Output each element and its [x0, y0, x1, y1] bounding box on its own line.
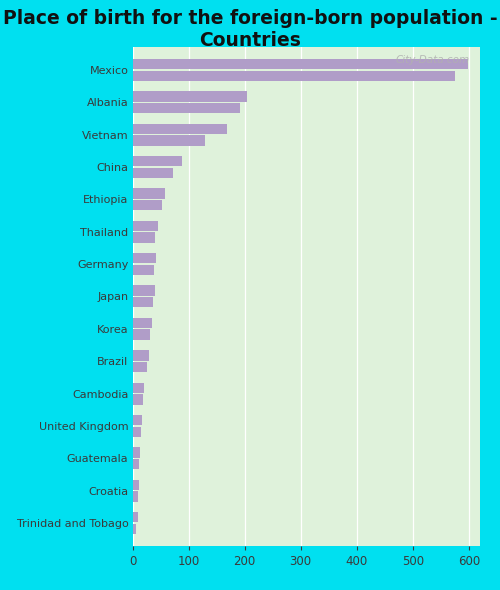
Bar [132, 329, 150, 340]
Bar [132, 123, 226, 134]
Bar [132, 524, 136, 534]
Text: City-Data.com: City-Data.com [396, 55, 469, 65]
Bar [132, 103, 240, 113]
Bar [132, 221, 158, 231]
Bar [132, 318, 152, 328]
Bar [132, 156, 182, 166]
Bar [132, 265, 154, 275]
Bar [132, 71, 455, 81]
Bar [132, 382, 143, 393]
Bar [132, 91, 248, 101]
Bar [132, 59, 468, 69]
Bar [132, 200, 162, 211]
Bar [132, 188, 165, 199]
Bar [132, 350, 150, 360]
Bar [132, 459, 138, 470]
Bar [132, 253, 156, 264]
Bar [132, 480, 138, 490]
Bar [132, 232, 155, 242]
Bar [132, 286, 155, 296]
Bar [132, 415, 142, 425]
Bar [132, 362, 147, 372]
Bar [132, 168, 173, 178]
Bar [132, 491, 138, 502]
Text: Place of birth for the foreign-born population -
Countries: Place of birth for the foreign-born popu… [2, 9, 498, 50]
Bar [132, 297, 152, 307]
Bar [132, 427, 141, 437]
Bar [132, 447, 140, 458]
Bar [132, 394, 142, 405]
Bar [132, 135, 206, 146]
Bar [132, 512, 138, 522]
